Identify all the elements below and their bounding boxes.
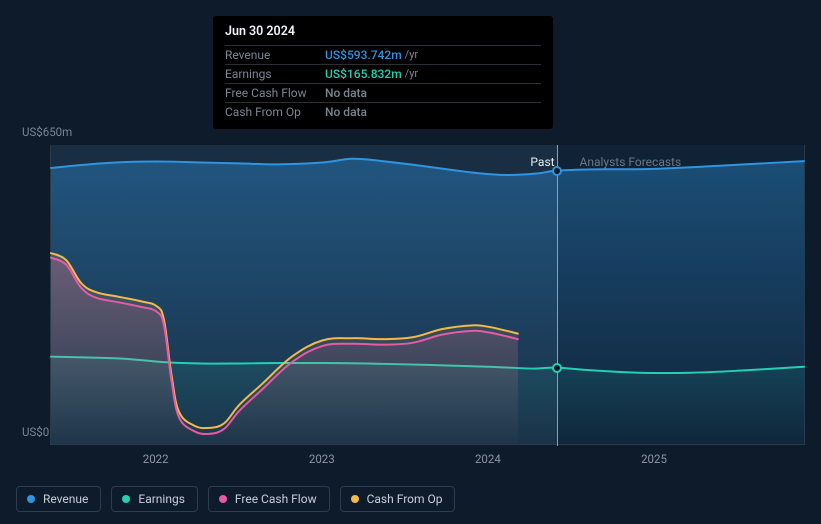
series-marker: [552, 363, 562, 373]
legend-label: Free Cash Flow: [235, 492, 317, 506]
legend-label: Revenue: [43, 492, 88, 506]
x-axis-labels: 2022 2023 2024 2025: [50, 452, 805, 472]
x-axis-tick-label: 2024: [475, 452, 501, 466]
tooltip-metric-value: No data: [325, 105, 367, 119]
legend-label: Cash From Op: [367, 492, 443, 506]
x-axis-tick-label: 2023: [309, 452, 335, 466]
x-axis-tick-label: 2022: [143, 452, 169, 466]
tooltip-row: EarningsUS$165.832m/yr: [225, 64, 541, 83]
tooltip-metric-unit: /yr: [405, 48, 418, 62]
x-axis-tick-label: 2025: [641, 452, 667, 466]
chart-plot-area[interactable]: Past Analysts Forecasts: [50, 145, 805, 445]
tooltip-row: Cash From OpNo data: [225, 102, 541, 121]
earnings-revenue-chart[interactable]: US$650m US$0 Past Analysts Forecasts 202…: [16, 120, 806, 450]
legend-dot: [351, 495, 359, 503]
tooltip-metric-value: US$165.832m: [325, 67, 402, 81]
past-label: Past: [530, 155, 554, 169]
y-axis-min-label: US$0: [22, 425, 49, 439]
series-marker: [552, 166, 562, 176]
legend-label: Earnings: [138, 492, 185, 506]
legend-dot: [27, 495, 35, 503]
legend-item-revenue[interactable]: Revenue: [16, 486, 101, 512]
y-axis-max-label: US$650m: [22, 125, 72, 139]
legend-item-cash-from-op[interactable]: Cash From Op: [340, 486, 456, 512]
tooltip-metric-value: No data: [325, 86, 367, 100]
chart-legend: Revenue Earnings Free Cash Flow Cash From O…: [16, 486, 455, 512]
tooltip-metric-value: US$593.742m: [325, 48, 402, 62]
tooltip-metric-label: Revenue: [225, 48, 325, 62]
hover-tooltip: Jun 30 2024 RevenueUS$593.742m/yrEarning…: [213, 16, 553, 129]
legend-item-free-cash-flow[interactable]: Free Cash Flow: [208, 486, 330, 512]
chart-svg: [51, 145, 804, 444]
tooltip-date: Jun 30 2024: [225, 24, 541, 45]
tooltip-metric-label: Cash From Op: [225, 105, 325, 119]
forecast-label: Analysts Forecasts: [580, 155, 682, 169]
tooltip-metric-label: Earnings: [225, 67, 325, 81]
tooltip-metric-label: Free Cash Flow: [225, 86, 325, 100]
legend-dot: [122, 495, 130, 503]
tooltip-row: RevenueUS$593.742m/yr: [225, 45, 541, 64]
tooltip-row: Free Cash FlowNo data: [225, 83, 541, 102]
tooltip-metric-unit: /yr: [405, 67, 418, 81]
legend-dot: [219, 495, 227, 503]
legend-item-earnings[interactable]: Earnings: [111, 486, 198, 512]
hover-guideline: [557, 145, 558, 446]
